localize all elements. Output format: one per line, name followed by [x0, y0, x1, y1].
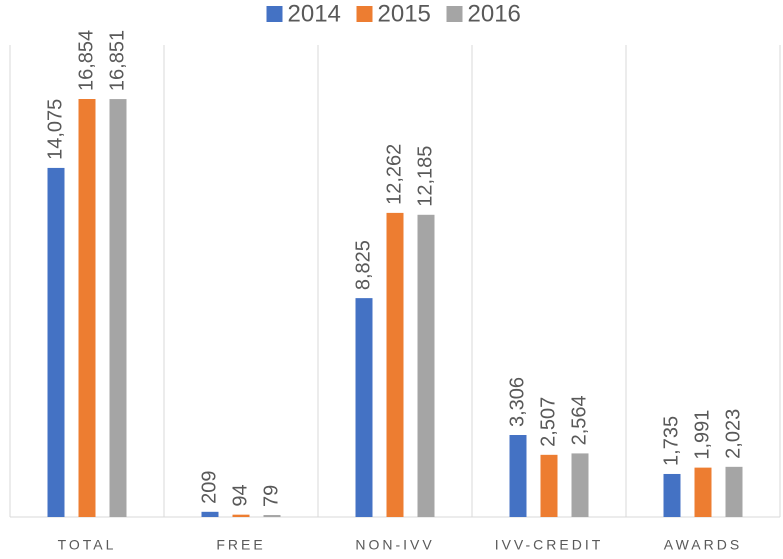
bar: [663, 473, 681, 517]
bar: [109, 99, 127, 517]
data-label: 16,854: [75, 30, 97, 91]
legend-label: 2015: [378, 0, 431, 27]
bar: [571, 453, 589, 517]
data-label: 2,507: [537, 397, 559, 447]
bar: [417, 214, 435, 517]
bar: [232, 514, 250, 517]
data-label: 14,075: [44, 99, 66, 160]
data-label: 94: [229, 484, 251, 506]
bar: [355, 298, 373, 517]
bar: [201, 511, 219, 517]
bar: [386, 212, 404, 517]
x-tick-label: NON-IVV: [355, 537, 434, 553]
data-label: 79: [260, 485, 282, 507]
legend-swatch: [446, 6, 463, 22]
data-label: 8,825: [352, 240, 374, 290]
data-label: 12,262: [383, 144, 405, 205]
data-label: 2,564: [568, 395, 590, 445]
data-label: 1,735: [660, 416, 682, 466]
data-label: 3,306: [506, 377, 528, 427]
data-label: 209: [198, 470, 220, 503]
data-label: 1,991: [691, 410, 713, 460]
bar: [78, 99, 96, 517]
bar: [263, 515, 281, 517]
legend-swatch: [356, 6, 373, 22]
bar: [47, 167, 65, 518]
data-label: 16,851: [106, 30, 128, 91]
x-tick-label: IVV-CREDIT: [495, 537, 604, 553]
data-label: 12,185: [414, 146, 436, 207]
x-tick-label: TOTAL: [58, 537, 117, 553]
legend-swatch: [266, 6, 283, 22]
data-label: 2,023: [722, 409, 744, 459]
bar: [540, 454, 558, 517]
bar: [509, 435, 527, 517]
legend-label: 2014: [288, 0, 341, 27]
bar: [725, 466, 743, 517]
x-tick-label: FREE: [216, 537, 265, 553]
legend-label: 2016: [468, 0, 521, 27]
bar: [694, 467, 712, 517]
x-tick-label: AWARDS: [664, 537, 742, 553]
